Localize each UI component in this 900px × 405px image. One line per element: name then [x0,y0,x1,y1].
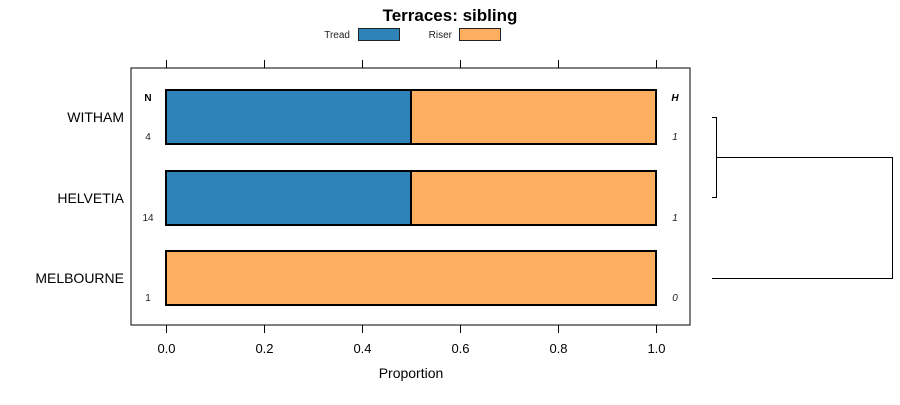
n-value: 14 [142,213,154,224]
n-value: 1 [145,293,151,304]
row-labels: WITHAM 4 1 HELVETIA 14 1 MELBOURNE 1 0 [35,109,678,304]
n-header: N [144,93,151,104]
bars [165,89,657,306]
h-value: 1 [672,132,678,143]
category-label: MELBOURNE [35,270,124,286]
x-tick-label: 0.4 [353,341,371,356]
legend-swatch-tread [358,28,400,41]
n-value: 4 [145,132,151,143]
x-axis-label: Proportion [379,365,444,381]
chart-title: Terraces: sibling [383,6,518,25]
x-tick-label: 0.6 [451,341,469,356]
dendrogram-branch-witham-helvetia [712,117,717,198]
bar-helvetia-riser [410,170,657,226]
x-axis: 0.0 0.2 0.4 0.6 0.8 1.0 [157,60,666,356]
h-value: 0 [672,293,678,304]
legend-label-riser: Riser [429,30,453,41]
x-tick-label: 1.0 [647,341,665,356]
bar-witham-riser [410,89,657,145]
bar-melbourne-riser [165,250,657,306]
x-tick-label: 0.8 [549,341,567,356]
dendrogram [712,117,893,279]
category-label: HELVETIA [57,190,124,206]
legend-swatch-riser [459,28,501,41]
bar-witham-tread [165,89,412,145]
h-value: 1 [672,213,678,224]
x-tick-label: 0.0 [157,341,175,356]
h-header: H [671,93,679,104]
dendrogram-branch-root [712,157,893,279]
plot-panel [130,67,691,326]
legend: Tread Riser [324,28,501,41]
legend-label-tread: Tread [324,30,350,41]
category-label: WITHAM [67,109,124,125]
bar-helvetia-tread [165,170,412,226]
x-tick-label: 0.2 [255,341,273,356]
